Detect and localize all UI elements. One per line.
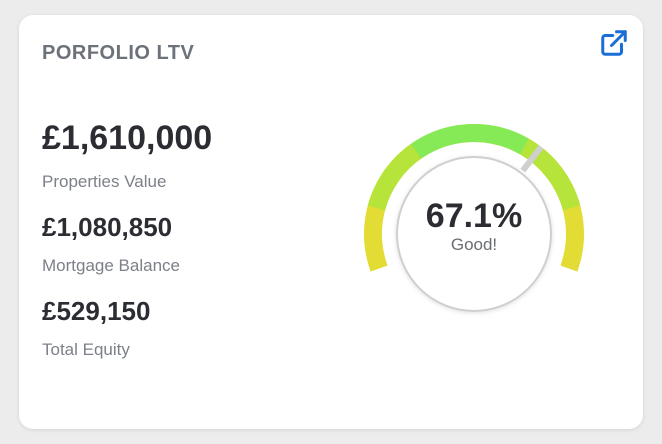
gauge-arc-segment — [519, 138, 581, 211]
external-link-icon — [601, 30, 627, 56]
portfolio-ltv-card: PORFOLIO LTV £1,610,000 Properties Value… — [19, 15, 643, 429]
ltv-percentage: 67.1% — [425, 197, 523, 235]
total-equity-label: Total Equity — [42, 340, 130, 359]
ltv-gauge-graphic — [364, 124, 584, 312]
gauge-needle — [520, 145, 544, 173]
gauge-arc-segment — [410, 124, 529, 159]
properties-value-label: Properties Value — [42, 172, 167, 191]
total-equity-value: £529,150 — [42, 296, 151, 326]
mortgage-balance-label: Mortgage Balance — [42, 256, 180, 275]
gauge-arc-segment — [367, 143, 422, 211]
properties-value: £1,610,000 — [42, 119, 213, 157]
gauge-arc — [364, 124, 584, 272]
open-external-button[interactable] — [599, 28, 629, 58]
ltv-gauge: 67.1% Good! — [349, 97, 599, 317]
ltv-status: Good! — [450, 235, 498, 254]
gauge-inner-ring — [396, 156, 552, 312]
mortgage-balance-value: £1,080,850 — [42, 212, 173, 242]
card-title: PORFOLIO LTV — [42, 42, 195, 64]
